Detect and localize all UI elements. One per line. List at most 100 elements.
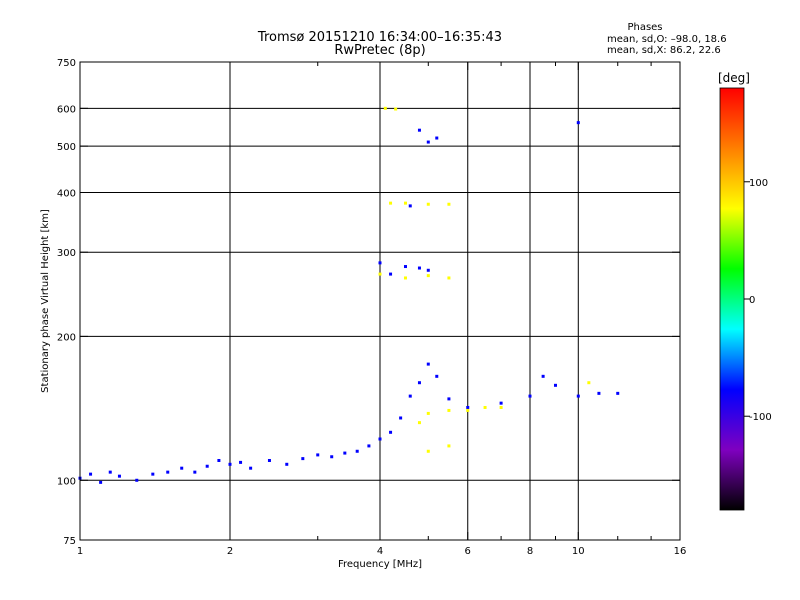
y-tick-label: 600 xyxy=(57,104,76,115)
chart-subtitle: RwPretec (8p) xyxy=(334,43,425,58)
data-point-o xyxy=(108,470,112,474)
data-point-o xyxy=(217,458,221,462)
x-tick-label: 10 xyxy=(572,546,585,557)
data-point-o xyxy=(426,140,430,144)
y-axis-label: Stationary phase Virtual Height [km] xyxy=(40,209,51,393)
colorbar-tick-label: 0 xyxy=(749,295,755,306)
y-tick-label: 750 xyxy=(57,58,76,69)
data-point-o xyxy=(576,121,580,125)
data-point-x xyxy=(383,106,387,110)
data-point-x xyxy=(426,274,430,278)
data-point-o xyxy=(378,437,382,441)
data-point-o xyxy=(249,466,253,470)
x-tick-label: 2 xyxy=(227,546,233,557)
data-point-o xyxy=(330,455,334,459)
x-tick-label: 4 xyxy=(377,546,383,557)
data-point-o xyxy=(408,394,412,398)
x-tick-label: 1 xyxy=(77,546,83,557)
data-point-o xyxy=(367,444,371,448)
data-point-x xyxy=(587,381,591,385)
x-tick-label: 6 xyxy=(465,546,471,557)
data-point-x xyxy=(426,411,430,415)
y-tick-label: 300 xyxy=(57,248,76,259)
data-point-o xyxy=(408,204,412,208)
y-tick-label: 100 xyxy=(57,476,76,487)
data-point-o xyxy=(135,478,139,482)
colorbar-tick-label: -100 xyxy=(749,412,772,423)
data-point-o xyxy=(447,397,451,401)
data-point-o xyxy=(541,374,545,378)
colorbar-label: [deg] xyxy=(718,71,750,85)
data-point-o xyxy=(99,480,103,484)
data-point-x xyxy=(499,405,503,409)
y-tick-label: 75 xyxy=(63,536,76,547)
data-point-o xyxy=(267,458,271,462)
phase-stats-o: mean, sd,O: –98.0, 18.6 xyxy=(607,34,727,45)
data-point-o xyxy=(193,470,197,474)
x-axis-label: Frequency [MHz] xyxy=(338,559,422,570)
data-point-x xyxy=(466,408,470,412)
data-point-o xyxy=(426,268,430,272)
data-point-o xyxy=(301,457,305,461)
data-point-o xyxy=(499,401,503,405)
data-point-o xyxy=(616,391,620,395)
phase-header: Phases xyxy=(627,22,662,33)
data-point-o xyxy=(151,472,155,476)
data-point-x xyxy=(426,202,430,206)
data-point-o xyxy=(435,136,439,140)
data-point-x xyxy=(447,444,451,448)
data-point-o xyxy=(466,405,470,409)
y-tick-label: 200 xyxy=(57,332,76,343)
y-tick-label: 500 xyxy=(57,142,76,153)
y-tick-label: 400 xyxy=(57,188,76,199)
data-point-o xyxy=(228,462,232,466)
data-point-x xyxy=(447,276,451,280)
data-point-x xyxy=(417,421,421,425)
x-tick-label: 8 xyxy=(527,546,533,557)
data-point-x xyxy=(389,201,393,205)
x-ticks: 1 2 4 6 8 10 16 xyxy=(77,62,687,557)
data-point-o xyxy=(528,394,532,398)
x-tick-label: 16 xyxy=(674,546,687,557)
data-point-o xyxy=(378,261,382,265)
colorbar-tick-label: 100 xyxy=(749,178,768,189)
data-point-x xyxy=(378,272,382,276)
grid xyxy=(80,62,680,540)
data-point-o xyxy=(417,128,421,132)
data-point-o xyxy=(166,470,170,474)
data-point-o xyxy=(117,474,121,478)
data-point-o xyxy=(576,394,580,398)
data-point-o xyxy=(435,374,439,378)
data-point-x xyxy=(403,201,407,205)
data-point-x xyxy=(447,408,451,412)
data-point-o xyxy=(205,464,209,468)
colorbar-ticks: 100 0 -100 xyxy=(744,178,772,423)
data-point-o xyxy=(355,449,359,453)
data-point-o xyxy=(316,453,320,457)
data-point-o xyxy=(389,430,393,434)
phase-stats-x: mean, sd,X: 86.2, 22.6 xyxy=(607,45,721,56)
data-point-o xyxy=(285,462,289,466)
data-point-o xyxy=(417,381,421,385)
data-point-o xyxy=(403,265,407,269)
data-point-o xyxy=(389,272,393,276)
chart-title: Tromsø 20151210 16:34:00–16:35:43 xyxy=(257,30,502,45)
data-point-o xyxy=(399,416,403,420)
colorbar xyxy=(719,87,745,511)
data-point-o xyxy=(239,460,243,464)
data-point-x xyxy=(394,107,398,111)
data-point-o xyxy=(426,362,430,366)
data-point-o xyxy=(553,383,557,387)
data-point-o xyxy=(417,266,421,270)
data-point-x xyxy=(403,276,407,280)
data-points xyxy=(78,106,620,484)
data-point-o xyxy=(89,472,93,476)
y-ticks: 75 100 200 300 400 500 600 750 xyxy=(57,58,680,547)
data-point-x xyxy=(447,202,451,206)
data-point-o xyxy=(597,391,601,395)
data-point-x xyxy=(426,449,430,453)
data-point-o xyxy=(180,466,184,470)
data-point-x xyxy=(483,405,487,409)
data-point-o xyxy=(343,451,347,455)
